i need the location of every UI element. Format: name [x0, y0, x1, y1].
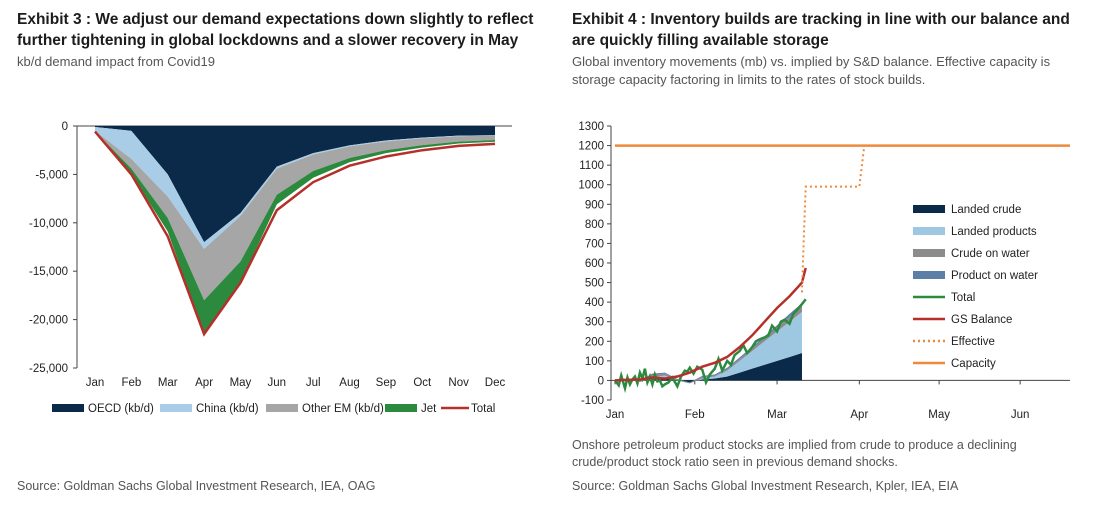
exhibit-3-title: Exhibit 3 : We adjust our demand expecta…	[17, 11, 534, 49]
y-tick-label: 700	[585, 238, 604, 250]
x-tick-label: Aug	[339, 377, 359, 389]
exhibit-4-source: Source: Goldman Sachs Global Investment …	[572, 479, 959, 493]
y-tick-label: 0	[62, 121, 68, 133]
x-tick-label: Jul	[306, 377, 321, 389]
x-tick-label: Apr	[850, 409, 868, 421]
area-oecd	[95, 126, 495, 243]
line-gs_balance	[614, 267, 807, 382]
exhibit-4-subtitle: Global inventory movements (mb) vs. impl…	[572, 54, 1051, 87]
legend-swatch-jet	[385, 404, 417, 412]
exhibit-3-panel: Exhibit 3 : We adjust our demand expecta…	[17, 11, 534, 493]
x-tick-label: Apr	[195, 377, 213, 389]
y-tick-label: 200	[585, 336, 604, 348]
legend-label-effective: Effective	[951, 336, 995, 348]
y-tick-label: 1300	[578, 121, 604, 133]
legend-label-crude_on_water: Crude on water	[951, 248, 1030, 260]
legend-label-oecd: OECD (kb/d)	[88, 403, 154, 415]
x-tick-label: Jun	[1011, 409, 1030, 421]
x-tick-label: Jan	[606, 409, 625, 421]
area-china	[95, 126, 495, 249]
x-tick-label: Nov	[448, 377, 469, 389]
legend-swatch-landed_products	[913, 227, 945, 235]
x-tick-label: Feb	[121, 377, 141, 389]
y-tick-label: -15,000	[29, 266, 68, 278]
legend-label-jet: Jet	[421, 403, 437, 415]
line-effective	[800, 144, 867, 293]
y-tick-label: 800	[585, 219, 604, 231]
exhibit-4-chart: -100 0 100 200 300 400 500 600 700 800 900 1000 1100…	[578, 121, 1070, 421]
y-tick-label: 900	[585, 199, 604, 211]
x-tick-label: Mar	[767, 409, 787, 421]
legend-label-landed_crude: Landed crude	[951, 204, 1021, 216]
y-tick-label: 300	[585, 317, 604, 329]
y-tick-label: 400	[585, 297, 604, 309]
x-tick-label: May	[928, 409, 950, 421]
x-tick-label: Oct	[413, 377, 432, 389]
y-tick-label: 100	[585, 356, 604, 368]
x-tick-label: Mar	[158, 377, 178, 389]
exhibit-4-note: Onshore petroleum product stocks are imp…	[572, 438, 1017, 469]
line-total4	[614, 298, 807, 394]
line-total	[94, 130, 496, 337]
legend-swatch-landed_crude	[913, 205, 945, 213]
exhibit-4-panel: Exhibit 4 : Inventory builds are trackin…	[552, 0, 1104, 507]
area-other_em	[95, 130, 495, 301]
x-tick-label: Sep	[376, 377, 396, 389]
y-tick-label: -20,000	[29, 315, 68, 327]
legend: OECD (kb/d) China (kb/d) Other EM (kb/d) Je…	[52, 403, 495, 415]
legend-label-total: Total	[471, 403, 495, 415]
y-tick-label: 600	[585, 258, 604, 270]
legend-label-product_on_water: Product on water	[951, 270, 1038, 282]
x-tick-label: Jun	[268, 377, 287, 389]
y-tick-label: 0	[598, 375, 604, 387]
y-tick-label: 500	[585, 278, 604, 290]
exhibit-3-subtitle: kb/d demand impact from Covid19	[17, 54, 215, 69]
y-tick-label: -25,000	[29, 363, 68, 375]
x-tick-label: Jan	[86, 377, 105, 389]
legend-swatch-china	[160, 404, 192, 412]
legend: Landed crude Landed products Crude on wate…	[913, 204, 1038, 370]
legend-label-china: China (kb/d)	[196, 403, 259, 415]
legend-label-total4: Total	[951, 292, 975, 304]
x-tick-label: May	[230, 377, 252, 389]
exhibit-3-source: Source: Goldman Sachs Global Investment …	[17, 479, 376, 493]
y-tick-label: 1000	[578, 180, 604, 192]
area-landed_crude	[615, 353, 802, 383]
legend-label-landed_products: Landed products	[951, 226, 1037, 238]
exhibit-4-title: Exhibit 4 : Inventory builds are trackin…	[572, 11, 1070, 49]
area-jet	[95, 131, 495, 335]
y-tick-label: -100	[581, 395, 604, 407]
exhibit-3-chart: 0 -5,000 -10,000 -15,000 -20,000 -25,000 Jan Fe…	[29, 121, 512, 415]
y-tick-label: -5,000	[35, 169, 68, 181]
legend-label-gs_balance: GS Balance	[951, 314, 1012, 326]
area-landed_products	[615, 311, 802, 384]
legend-swatch-other_em	[266, 404, 298, 412]
legend-swatch-crude_on_water	[913, 249, 945, 257]
legend-label-capacity: Capacity	[951, 358, 996, 370]
legend-swatch-oecd	[52, 404, 84, 412]
y-tick-label: 1100	[579, 160, 604, 172]
y-tick-label: 1200	[578, 141, 604, 153]
y-tick-label: -10,000	[29, 218, 68, 230]
legend-label-other_em: Other EM (kb/d)	[302, 403, 384, 415]
legend-swatch-product_on_water	[913, 271, 945, 279]
x-tick-label: Feb	[685, 409, 705, 421]
x-tick-label: Dec	[485, 377, 506, 389]
